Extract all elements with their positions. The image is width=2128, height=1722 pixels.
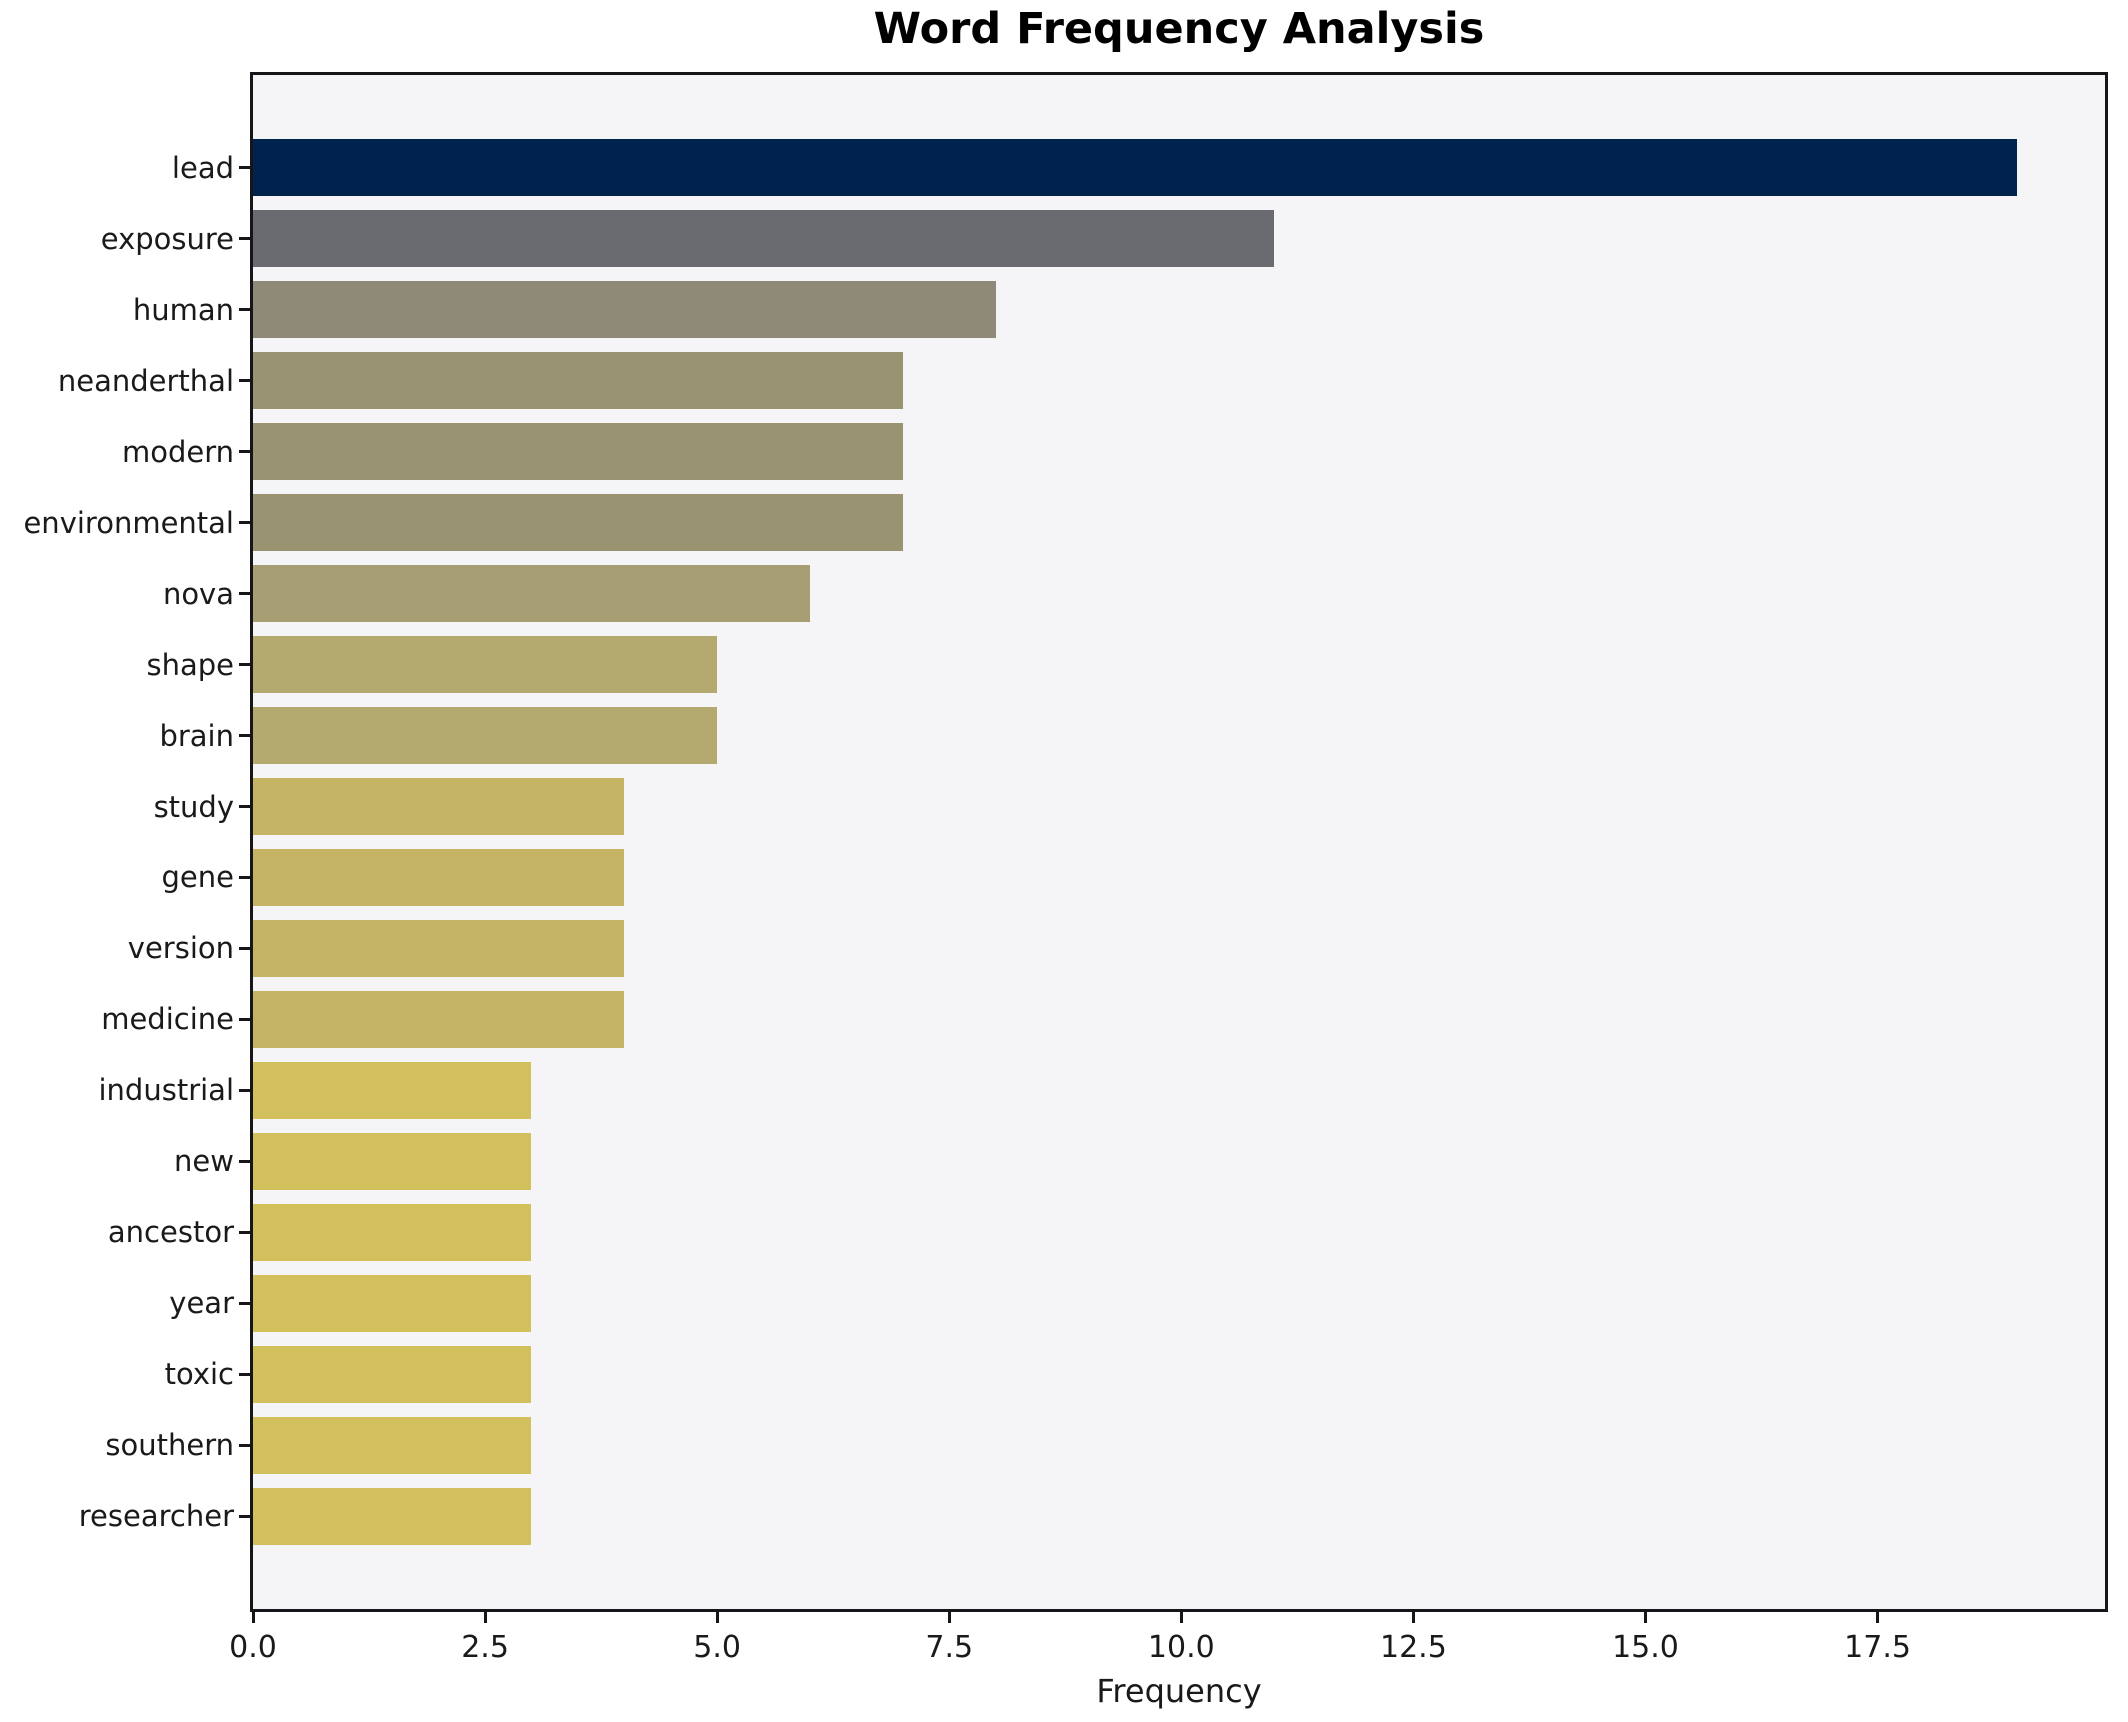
bar-neanderthal <box>253 352 903 410</box>
x-tick-10.0 <box>1179 1612 1183 1623</box>
bar-industrial <box>253 1061 531 1119</box>
y-label-southern: southern <box>105 1428 234 1463</box>
y-tick-exposure <box>239 237 250 241</box>
y-tick-brain <box>239 734 250 738</box>
y-label-ancestor: ancestor <box>107 1215 234 1250</box>
y-tick-southern <box>239 1443 250 1447</box>
bar-year <box>253 1274 531 1332</box>
bar-gene <box>253 848 624 906</box>
x-tick-label-10.0: 10.0 <box>1147 1630 1215 1665</box>
bar-toxic <box>253 1345 531 1403</box>
bar-brain <box>253 707 717 765</box>
y-label-brain: brain <box>159 718 234 753</box>
y-label-gene: gene <box>161 860 234 895</box>
bar-nova <box>253 565 810 623</box>
y-tick-new <box>239 1159 250 1163</box>
x-tick-label-5.0: 5.0 <box>693 1630 742 1665</box>
y-label-toxic: toxic <box>164 1357 234 1392</box>
y-tick-medicine <box>239 1017 250 1021</box>
y-label-lead: lead <box>171 150 234 185</box>
bar-southern <box>253 1416 531 1474</box>
bar-modern <box>253 423 903 481</box>
x-tick-label-0.0: 0.0 <box>229 1630 277 1665</box>
y-tick-researcher <box>239 1514 250 1518</box>
x-tick-label-7.5: 7.5 <box>925 1630 974 1665</box>
y-tick-gene <box>239 875 250 879</box>
x-tick-12.5 <box>1411 1612 1415 1623</box>
y-label-year: year <box>169 1286 234 1321</box>
y-tick-human <box>239 308 250 312</box>
y-tick-toxic <box>239 1372 250 1376</box>
bar-ancestor <box>253 1203 531 1261</box>
y-label-environmental: environmental <box>23 505 234 540</box>
chart-title: Word Frequency Analysis <box>873 4 1485 54</box>
y-label-modern: modern <box>121 434 234 469</box>
x-tick-5.0 <box>715 1612 719 1623</box>
x-tick-17.5 <box>1876 1612 1880 1623</box>
bar-medicine <box>253 990 624 1048</box>
y-tick-modern <box>239 450 250 454</box>
y-tick-neanderthal <box>239 379 250 383</box>
x-axis-title: Frequency <box>1096 1672 1262 1710</box>
x-tick-label-15.0: 15.0 <box>1612 1630 1679 1665</box>
y-tick-nova <box>239 592 250 596</box>
x-tick-15.0 <box>1643 1612 1647 1623</box>
y-label-human: human <box>132 292 234 327</box>
bar-researcher <box>253 1487 531 1545</box>
bar-version <box>253 919 624 977</box>
y-label-new: new <box>174 1144 234 1179</box>
y-tick-industrial <box>239 1088 250 1092</box>
y-tick-version <box>239 946 250 950</box>
y-label-shape: shape <box>146 647 234 682</box>
y-label-neanderthal: neanderthal <box>57 363 234 398</box>
y-label-industrial: industrial <box>98 1073 234 1108</box>
x-tick-2.5 <box>483 1612 487 1623</box>
y-tick-lead <box>239 166 250 170</box>
y-tick-shape <box>239 663 250 667</box>
x-tick-label-12.5: 12.5 <box>1379 1630 1447 1665</box>
bar-exposure <box>253 210 1274 268</box>
bar-shape <box>253 636 717 694</box>
plot-area <box>250 72 2108 1612</box>
bar-new <box>253 1132 531 1190</box>
y-label-medicine: medicine <box>101 1002 234 1037</box>
bar-human <box>253 281 996 339</box>
y-tick-environmental <box>239 521 250 525</box>
y-label-exposure: exposure <box>100 221 234 256</box>
y-label-nova: nova <box>162 576 234 611</box>
bar-study <box>253 778 624 835</box>
y-tick-study <box>239 805 250 808</box>
bar-lead <box>253 139 2017 197</box>
y-label-researcher: researcher <box>78 1499 234 1534</box>
y-tick-ancestor <box>239 1230 250 1234</box>
x-tick-label-2.5: 2.5 <box>461 1630 509 1665</box>
x-tick-7.5 <box>947 1612 951 1623</box>
x-tick-label-17.5: 17.5 <box>1844 1630 1911 1665</box>
y-label-version: version <box>127 931 234 966</box>
x-tick-0.0 <box>251 1612 255 1623</box>
y-label-study: study <box>153 789 234 824</box>
y-tick-year <box>239 1301 250 1305</box>
bar-environmental <box>253 494 903 552</box>
